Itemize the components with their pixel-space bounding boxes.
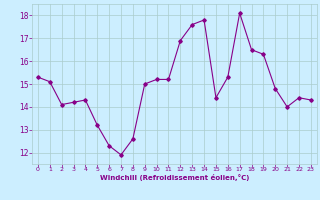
X-axis label: Windchill (Refroidissement éolien,°C): Windchill (Refroidissement éolien,°C) xyxy=(100,174,249,181)
